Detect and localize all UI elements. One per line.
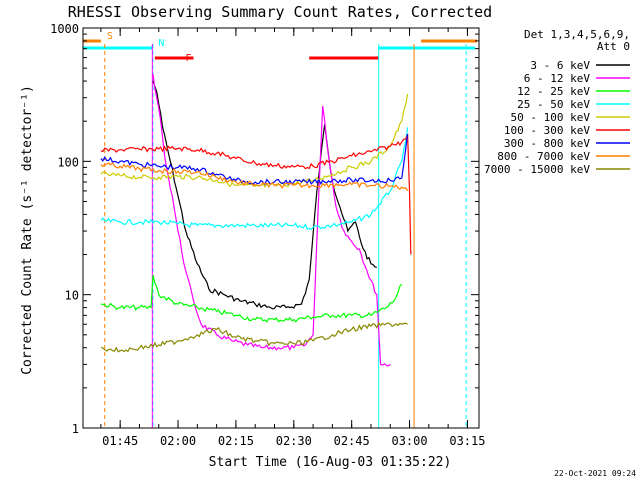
plot-frame	[82, 27, 480, 429]
chart-title: RHESSI Observing Summary Count Rates, Co…	[68, 3, 492, 21]
x-tick-label: 02:30	[276, 434, 312, 448]
x-tick-label: 01:45	[102, 434, 138, 448]
series-line-300-800keV	[100, 134, 409, 186]
series-line-6-12keV	[152, 74, 391, 367]
y-tick-label: 10	[65, 289, 79, 303]
flag-label-n: N	[158, 38, 164, 49]
series-line-800-7000keV	[100, 162, 409, 192]
x-tick-label: 02:00	[160, 434, 196, 448]
series-line-12-25keV	[100, 275, 403, 323]
legend-entry-label: 300 - 800 keV	[504, 137, 590, 150]
legend-header: Att 0	[597, 40, 630, 53]
legend-entry-label: 12 - 25 keV	[517, 85, 590, 98]
y-axis: 1 10 100 1000	[50, 22, 479, 436]
legend-entry-label: 6 - 12 keV	[524, 72, 591, 85]
legend-entry-label: 25 - 50 keV	[517, 98, 590, 111]
x-axis: 01:45 02:00 02:15 02:30 02:45 03:00 03:15	[100, 28, 485, 448]
y-axis-label: Corrected Count Rate (s⁻¹ detector⁻¹)	[20, 85, 35, 375]
flag-label-s: S	[107, 31, 113, 42]
x-tick-label: 03:00	[391, 434, 427, 448]
series-line-7000-15000keV	[100, 321, 408, 353]
legend-entry-label: 7000 - 15000 keV	[484, 163, 590, 176]
x-tick-label: 03:15	[449, 434, 485, 448]
series-line-25-50keV	[100, 127, 409, 231]
flag-label-f: F	[185, 53, 191, 64]
legend-entry-label: 800 - 7000 keV	[497, 150, 590, 163]
x-tick-label: 02:15	[218, 434, 254, 448]
vertical-marker-lines	[104, 44, 467, 428]
flag-bars: S N F	[83, 31, 477, 64]
legend-header: Det 1,3,4,5,6,9,	[524, 28, 630, 41]
y-tick-label: 1000	[50, 22, 79, 36]
series-lines	[100, 74, 412, 367]
legend-entry-label: 3 - 6 keV	[530, 59, 590, 72]
legend-entry-label: 50 - 100 keV	[511, 111, 591, 124]
x-axis-label: Start Time (16-Aug-03 01:35:22)	[209, 455, 452, 470]
date-stamp: 22-Oct-2021 09:24	[554, 469, 636, 478]
legend-entry-label: 100 - 300 keV	[504, 124, 590, 137]
y-tick-label: 1	[72, 422, 79, 436]
x-tick-label: 02:45	[334, 434, 370, 448]
series-line-100-300keV	[100, 133, 412, 255]
y-tick-label: 100	[57, 155, 79, 169]
series-line-3-6keV	[152, 80, 378, 310]
series-line-50-100keV	[100, 93, 409, 188]
